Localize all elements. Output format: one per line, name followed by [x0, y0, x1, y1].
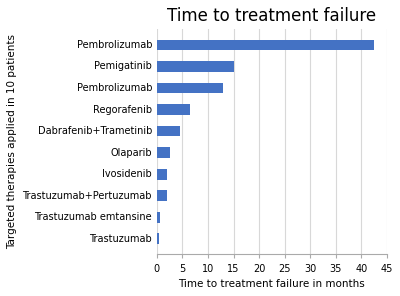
Bar — [157, 147, 170, 158]
Bar — [157, 234, 159, 244]
Bar — [157, 126, 180, 136]
Bar — [157, 61, 234, 72]
Bar — [157, 39, 374, 50]
Bar — [157, 169, 167, 180]
Bar — [157, 190, 167, 201]
Bar — [157, 212, 160, 223]
Bar — [157, 104, 190, 115]
Y-axis label: Targeted therapies applied in 10 patients: Targeted therapies applied in 10 patient… — [7, 34, 17, 249]
Title: Time to treatment failure: Time to treatment failure — [167, 7, 376, 25]
X-axis label: Time to treatment failure in months: Time to treatment failure in months — [178, 279, 365, 289]
Bar — [157, 83, 223, 94]
